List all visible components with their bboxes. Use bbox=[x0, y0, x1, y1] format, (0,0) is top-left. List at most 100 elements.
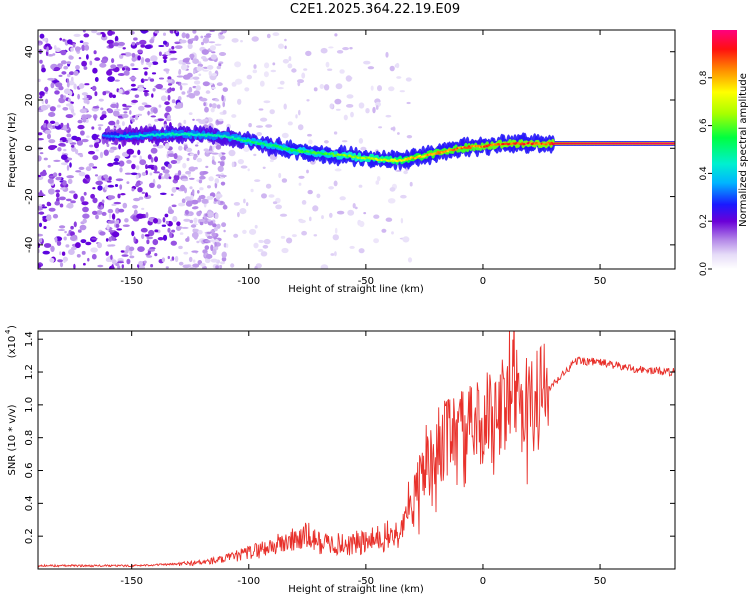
noise-speckle bbox=[73, 33, 81, 38]
noise-speckle bbox=[330, 253, 335, 256]
noise-speckle bbox=[239, 208, 247, 215]
noise-speckle bbox=[192, 228, 200, 233]
noise-speckle bbox=[202, 171, 208, 175]
noise-speckle bbox=[174, 30, 177, 34]
noise-speckle bbox=[103, 174, 109, 179]
noise-speckle bbox=[106, 69, 113, 76]
noise-speckle bbox=[334, 251, 337, 257]
noise-speckle bbox=[211, 86, 216, 89]
noise-speckle bbox=[199, 187, 204, 191]
noise-speckle bbox=[63, 260, 66, 263]
noise-speckle bbox=[79, 154, 84, 158]
noise-speckle bbox=[40, 104, 48, 111]
noise-speckle bbox=[183, 251, 189, 255]
noise-speckle bbox=[121, 121, 125, 127]
noise-speckle bbox=[130, 83, 136, 87]
noise-speckle bbox=[359, 220, 365, 228]
noise-speckle bbox=[162, 217, 166, 223]
noise-speckle bbox=[39, 33, 45, 39]
noise-speckle bbox=[219, 264, 223, 269]
snr-y-ticks: 0.2 0.4 0.6 0.8 1.0 1.2 1.4 bbox=[24, 331, 675, 544]
noise-speckle bbox=[86, 99, 90, 105]
noise-speckle bbox=[230, 263, 235, 268]
noise-speckle bbox=[76, 254, 81, 258]
noise-speckle bbox=[53, 159, 61, 162]
noise-speckle bbox=[140, 44, 145, 48]
noise-speckle bbox=[94, 142, 99, 149]
noise-speckle bbox=[313, 87, 318, 92]
noise-speckle bbox=[121, 53, 126, 56]
noise-speckle bbox=[117, 73, 125, 76]
noise-speckle bbox=[222, 204, 228, 210]
noise-speckle bbox=[193, 70, 196, 75]
noise-speckle bbox=[60, 162, 68, 166]
noise-speckle bbox=[234, 61, 242, 68]
noise-speckle bbox=[208, 176, 214, 182]
noise-speckle bbox=[114, 184, 119, 187]
noise-speckle bbox=[77, 124, 85, 130]
noise-speckle bbox=[161, 257, 166, 263]
noise-speckle bbox=[288, 56, 292, 62]
noise-speckle bbox=[86, 135, 90, 138]
noise-speckle bbox=[214, 178, 220, 184]
noise-speckle bbox=[91, 85, 97, 91]
noise-speckle bbox=[65, 103, 73, 107]
noise-speckle bbox=[205, 165, 209, 169]
noise-speckle bbox=[390, 127, 396, 131]
noise-speckle bbox=[139, 181, 143, 185]
noise-speckle bbox=[178, 202, 186, 207]
noise-speckle bbox=[171, 46, 175, 50]
noise-speckle bbox=[58, 74, 63, 77]
noise-speckle bbox=[231, 161, 235, 168]
noise-speckle bbox=[402, 236, 410, 243]
noise-speckle bbox=[284, 45, 287, 50]
noise-speckle bbox=[73, 83, 77, 90]
noise-speckle bbox=[192, 76, 200, 80]
noise-speckle bbox=[57, 259, 63, 263]
noise-speckle bbox=[114, 35, 119, 43]
ridge-core bbox=[297, 149, 301, 152]
noise-speckle bbox=[323, 84, 330, 91]
noise-speckle bbox=[55, 82, 63, 88]
y-tick-label: 0.2 bbox=[24, 528, 35, 544]
noise-speckle bbox=[202, 249, 208, 254]
noise-speckle bbox=[67, 157, 73, 161]
noise-speckle bbox=[68, 190, 76, 194]
noise-speckle bbox=[325, 61, 330, 68]
noise-speckle bbox=[111, 213, 116, 220]
noise-speckle bbox=[75, 170, 82, 173]
noise-speckle bbox=[48, 139, 56, 144]
noise-speckle bbox=[284, 38, 287, 42]
noise-speckle bbox=[291, 68, 297, 73]
noise-speckle bbox=[61, 71, 67, 75]
noise-speckle bbox=[237, 211, 240, 218]
noise-speckle bbox=[83, 262, 86, 266]
noise-speckle bbox=[176, 225, 182, 231]
noise-speckle bbox=[334, 33, 338, 37]
noise-speckle bbox=[82, 97, 89, 101]
noise-speckle bbox=[298, 175, 305, 179]
noise-speckle bbox=[144, 104, 152, 108]
noise-speckle bbox=[307, 133, 312, 137]
spectrogram-y-label: Frequency (Hz) bbox=[7, 112, 18, 188]
noise-speckle bbox=[363, 212, 367, 215]
noise-speckle bbox=[161, 166, 166, 171]
noise-speckle bbox=[275, 204, 282, 210]
noise-speckle bbox=[237, 98, 242, 105]
noise-speckle bbox=[166, 79, 173, 83]
noise-speckle bbox=[188, 112, 193, 115]
noise-speckle bbox=[54, 200, 60, 206]
noise-speckle bbox=[272, 201, 278, 205]
noise-speckle bbox=[113, 110, 120, 117]
noise-speckle bbox=[141, 233, 145, 239]
noise-speckle bbox=[179, 85, 183, 91]
noise-speckle bbox=[123, 250, 129, 254]
noise-speckle bbox=[88, 162, 95, 167]
y-tick-label: 0.8 bbox=[24, 430, 35, 446]
noise-speckle bbox=[82, 30, 86, 33]
noise-speckle bbox=[147, 250, 151, 255]
noise-speckle bbox=[345, 75, 352, 82]
noise-speckle bbox=[95, 149, 100, 152]
noise-speckle bbox=[281, 178, 288, 183]
